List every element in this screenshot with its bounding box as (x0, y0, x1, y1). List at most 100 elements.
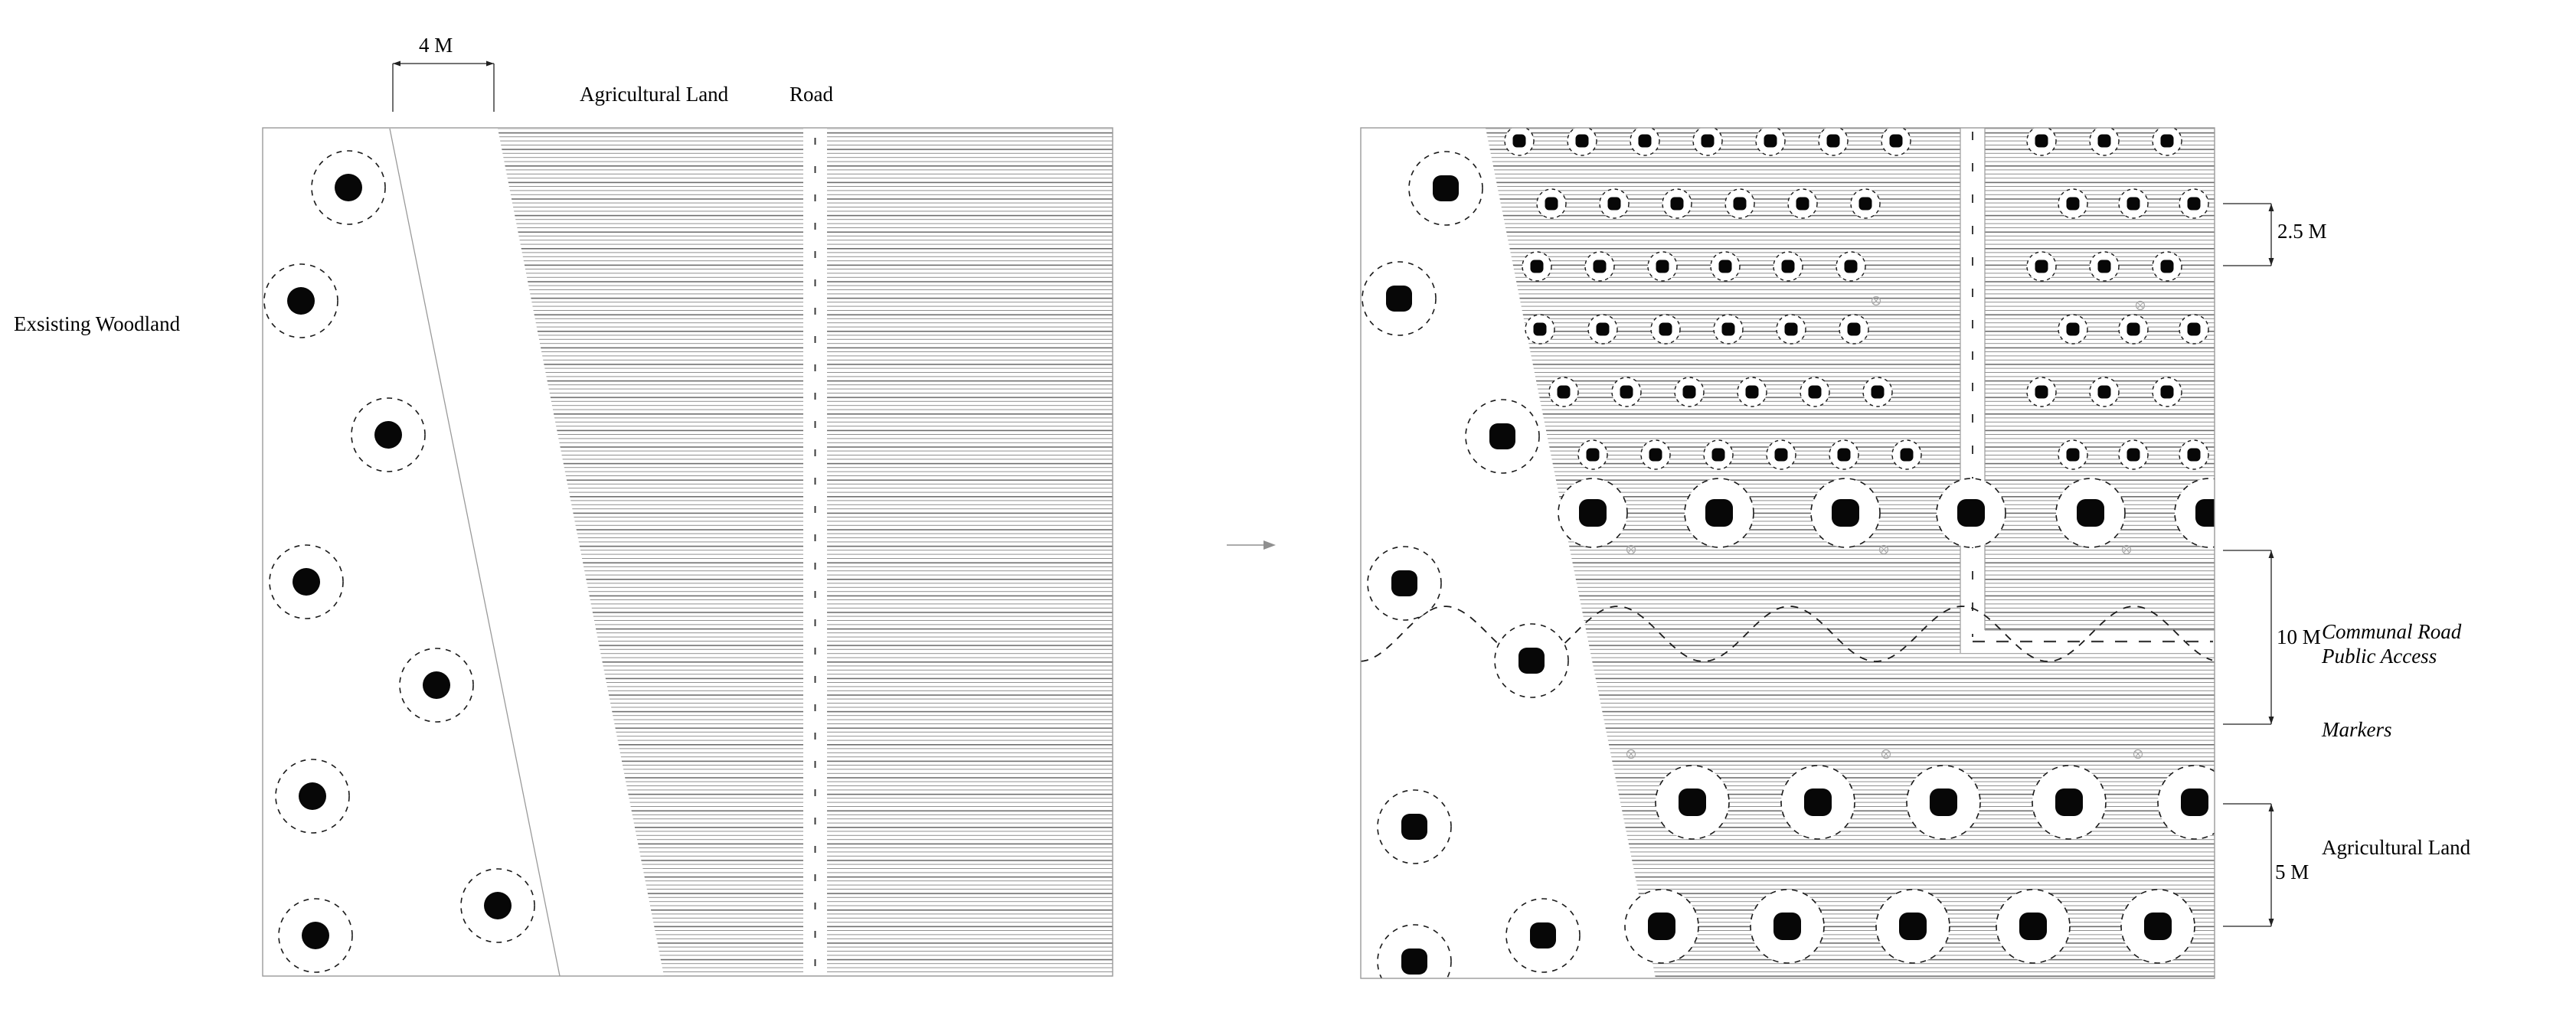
tree-trunk-dot (287, 287, 315, 315)
dim-bracket-right-1 (2223, 550, 2274, 725)
orchard-tree (1780, 765, 1855, 840)
woodland-tree (1377, 924, 1452, 978)
tree-trunk-dot (2187, 197, 2201, 211)
tree-canopy-circle (2174, 478, 2215, 548)
tree-trunk-dot (423, 671, 450, 699)
tree-trunk-dot (1579, 499, 1607, 527)
hedgerow-tree (1584, 251, 1615, 282)
tree-trunk-dot (1733, 197, 1747, 211)
survey-marker-icon (2121, 544, 2132, 555)
orchard-tree (1558, 478, 1628, 548)
tree-trunk-dot (1784, 322, 1798, 336)
hedgerow-tree (2089, 251, 2120, 282)
woodland-tree (311, 150, 386, 225)
right-panel-frame (1360, 127, 2215, 979)
hedgerow-tree (2118, 439, 2149, 470)
orchard-tree (1684, 478, 1754, 548)
woodland-tree (1494, 623, 1569, 698)
hedgerow-tree (2118, 314, 2149, 344)
dim-bracket-right-0 (2223, 203, 2274, 266)
tree-trunk-dot (1530, 922, 1556, 948)
hedgerow-tree (1839, 314, 1869, 344)
hedgerow-tree (1577, 439, 1608, 470)
tree-trunk-dot (1837, 448, 1851, 462)
tree-trunk-dot (2055, 788, 2083, 816)
tree-trunk-dot (1596, 322, 1610, 336)
woodland-tree (399, 648, 474, 723)
tree-trunk-dot (302, 922, 329, 949)
tree-trunk-dot (293, 568, 320, 596)
orchard-tree (2032, 765, 2107, 840)
hedgerow-tree (1630, 128, 1660, 156)
hedgerow-tree (1647, 251, 1678, 282)
survey-marker-icon (1871, 295, 1881, 306)
tree-trunk-dot (2127, 322, 2140, 336)
dim-4m-bracket (392, 60, 495, 112)
hedgerow-tree (2118, 188, 2149, 219)
orchard-tree (2174, 478, 2215, 548)
tree-trunk-dot (1656, 260, 1669, 273)
hedgerow-tree (1713, 314, 1744, 344)
hedgerow-tree (2026, 377, 2057, 407)
tree-trunk-dot (2077, 499, 2104, 527)
woodland-tree (278, 898, 353, 973)
hedgerow-tree (1755, 128, 1786, 156)
tree-trunk-dot (1679, 788, 1706, 816)
left-panel-existing-site (263, 128, 1113, 976)
hedgerow-tree (2058, 188, 2088, 219)
road-label: Road (789, 83, 833, 106)
tree-trunk-dot (2187, 322, 2201, 336)
hedgerow-tree (1800, 377, 1830, 407)
hedgerow-tree (1522, 251, 1552, 282)
hedgerow-tree (1548, 377, 1579, 407)
hedgerow-tree (2026, 128, 2057, 156)
dim-arrow-down (2268, 258, 2274, 266)
tree-trunk-dot (2097, 260, 2111, 273)
tree-trunk-dot (1586, 448, 1600, 462)
hedgerow-tree (2179, 439, 2209, 470)
hedgerow-tree (2152, 251, 2182, 282)
tree-trunk-dot (1900, 448, 1914, 462)
existing-woodland-label: Exsisting Woodland (14, 312, 181, 335)
tree-trunk-dot (1889, 134, 1903, 148)
hedgerow-tree (1710, 251, 1741, 282)
hedgerow-tree (1504, 128, 1535, 156)
tree-trunk-dot (374, 421, 402, 449)
tree-trunk-dot (1593, 260, 1607, 273)
woodland-tree (1465, 399, 1540, 474)
tree-trunk-dot (1804, 788, 1832, 816)
tree-trunk-dot (1826, 134, 1840, 148)
tree-trunk-dot (1682, 385, 1696, 399)
arrow-head-icon (1263, 540, 1276, 550)
tree-trunk-dot (1721, 322, 1735, 336)
orchard-tree (1810, 478, 1881, 548)
tree-trunk-dot (484, 892, 512, 919)
dim-4m-label: 4 M (419, 34, 453, 57)
tree-trunk-dot (2066, 322, 2080, 336)
tree-trunk-dot (299, 782, 326, 810)
orchard-tree (2120, 889, 2195, 964)
hedgerow-tree (1536, 188, 1567, 219)
tree-trunk-dot (1858, 197, 1872, 211)
tree-trunk-dot (2127, 197, 2140, 211)
woodland-boundary-line (389, 128, 561, 976)
hedgerow-tree (1703, 439, 1734, 470)
hedgerow-tree (1640, 439, 1671, 470)
survey-marker-icon (2133, 749, 2143, 759)
tree-trunk-dot (2187, 448, 2201, 462)
hedgerow-tree (1881, 128, 1911, 156)
hedgerow-tree (1836, 251, 1866, 282)
tree-trunk-dot (1796, 197, 1809, 211)
dim-10m-label: 10 M (2277, 625, 2321, 648)
tree-trunk-dot (1844, 260, 1858, 273)
tree-trunk-dot (1620, 385, 1633, 399)
hedgerow-tree (1737, 377, 1767, 407)
woodland-tree (351, 397, 426, 472)
tree-trunk-dot (1575, 134, 1589, 148)
hedgerow-tree (1776, 314, 1806, 344)
public-access-label: Public Access (2322, 645, 2437, 668)
tree-trunk-dot (2160, 385, 2174, 399)
survey-marker-icon (1881, 749, 1891, 759)
tree-trunk-dot (2097, 134, 2111, 148)
orchard-tree (1996, 889, 2071, 964)
